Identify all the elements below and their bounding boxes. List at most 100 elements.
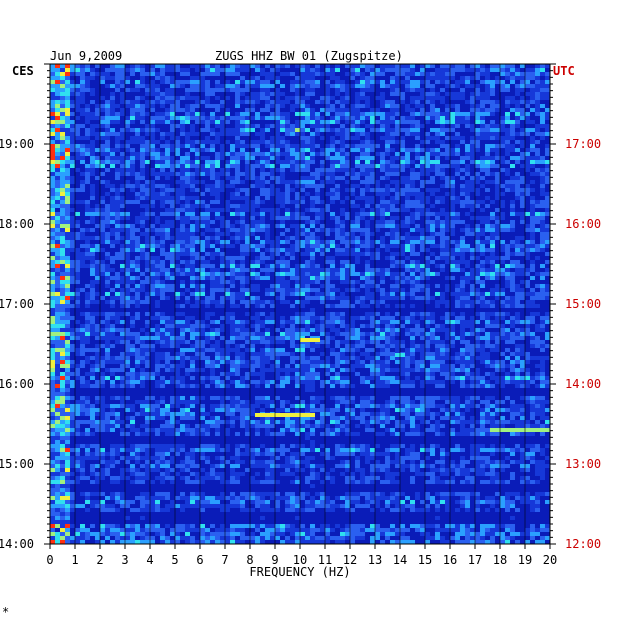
heatmap-cell — [140, 68, 145, 72]
heatmap-cell — [315, 192, 320, 196]
heatmap-cell — [350, 180, 355, 184]
heatmap-cell — [90, 84, 95, 88]
heatmap-cell — [225, 156, 230, 160]
heatmap-cell — [410, 232, 415, 236]
heatmap-cell — [180, 240, 185, 244]
heatmap-cell — [215, 172, 220, 176]
heatmap-cell — [270, 108, 275, 112]
heatmap-cell — [125, 64, 130, 68]
heatmap-cell — [310, 172, 315, 176]
heatmap-cell — [545, 256, 550, 260]
heatmap-cell — [505, 232, 510, 236]
heatmap-cell — [495, 208, 500, 212]
heatmap-cell — [210, 160, 215, 164]
heatmap-cell — [390, 168, 395, 172]
heatmap-cell — [80, 136, 85, 140]
heatmap-cell — [330, 236, 335, 240]
heatmap-cell — [215, 236, 220, 240]
heatmap-cell — [95, 212, 100, 216]
heatmap-cell — [70, 72, 75, 76]
heatmap-cell — [420, 76, 425, 80]
heatmap-cell — [125, 108, 130, 112]
heatmap-cell — [420, 116, 425, 120]
heatmap-cell — [440, 244, 445, 248]
heatmap-cell — [160, 96, 165, 100]
heatmap-cell — [225, 260, 230, 264]
heatmap-cell — [155, 132, 160, 136]
heatmap-cell — [215, 80, 220, 84]
heatmap-cell — [50, 168, 55, 172]
heatmap-cell — [400, 208, 405, 212]
heatmap-cell — [210, 152, 215, 156]
heatmap-cell — [390, 116, 395, 120]
heatmap-cell — [320, 256, 325, 260]
heatmap-cell — [535, 256, 540, 260]
heatmap-cell — [340, 112, 345, 116]
heatmap-cell — [260, 172, 265, 176]
heatmap-cell — [430, 116, 435, 120]
heatmap-cell — [275, 116, 280, 120]
heatmap-cell — [80, 104, 85, 108]
heatmap-cell — [315, 128, 320, 132]
heatmap-cell — [320, 228, 325, 232]
heatmap-cell — [305, 212, 310, 216]
heatmap-cell — [55, 252, 60, 256]
heatmap-cell — [435, 220, 440, 224]
heatmap-cell — [480, 164, 485, 168]
heatmap-cell — [100, 160, 105, 164]
heatmap-cell — [465, 180, 470, 184]
heatmap-cell — [225, 148, 230, 152]
heatmap-cell — [420, 216, 425, 220]
heatmap-cell — [425, 148, 430, 152]
heatmap-cell — [480, 208, 485, 212]
heatmap-cell — [425, 172, 430, 176]
heatmap-cell — [420, 252, 425, 256]
heatmap-cell — [470, 204, 475, 208]
heatmap-cell — [310, 88, 315, 92]
heatmap-cell — [100, 244, 105, 248]
heatmap-cell — [150, 176, 155, 180]
heatmap-cell — [100, 148, 105, 152]
heatmap-cell — [410, 152, 415, 156]
heatmap-cell — [490, 132, 495, 136]
heatmap-cell — [300, 128, 305, 132]
heatmap-cell — [265, 152, 270, 156]
heatmap-cell — [155, 240, 160, 244]
heatmap-cell — [60, 232, 65, 236]
heatmap-cell — [400, 124, 405, 128]
heatmap-cell — [430, 108, 435, 112]
heatmap-cell — [350, 192, 355, 196]
heatmap-cell — [215, 244, 220, 248]
heatmap-cell — [350, 176, 355, 180]
heatmap-cell — [545, 132, 550, 136]
heatmap-cell — [110, 160, 115, 164]
heatmap-cell — [515, 88, 520, 92]
heatmap-cell — [50, 204, 55, 208]
heatmap-cell — [115, 108, 120, 112]
heatmap-cell — [50, 208, 55, 212]
heatmap-cell — [390, 92, 395, 96]
heatmap-cell — [235, 108, 240, 112]
heatmap-cell — [255, 96, 260, 100]
heatmap-cell — [205, 112, 210, 116]
heatmap-cell — [255, 260, 260, 264]
heatmap-cell — [525, 220, 530, 224]
heatmap-cell — [225, 252, 230, 256]
heatmap-cell — [370, 68, 375, 72]
heatmap-cell — [535, 84, 540, 88]
heatmap-cell — [235, 200, 240, 204]
heatmap-cell — [195, 220, 200, 224]
heatmap-cell — [315, 196, 320, 200]
heatmap-cell — [245, 72, 250, 76]
heatmap-cell — [210, 256, 215, 260]
heatmap-cell — [380, 192, 385, 196]
heatmap-cell — [200, 244, 205, 248]
heatmap-cell — [375, 160, 380, 164]
heatmap-cell — [365, 208, 370, 212]
heatmap-cell — [210, 172, 215, 176]
heatmap-cell — [190, 152, 195, 156]
heatmap-cell — [65, 260, 70, 264]
heatmap-cell — [50, 124, 55, 128]
heatmap-cell — [445, 64, 450, 68]
heatmap-cell — [410, 196, 415, 200]
